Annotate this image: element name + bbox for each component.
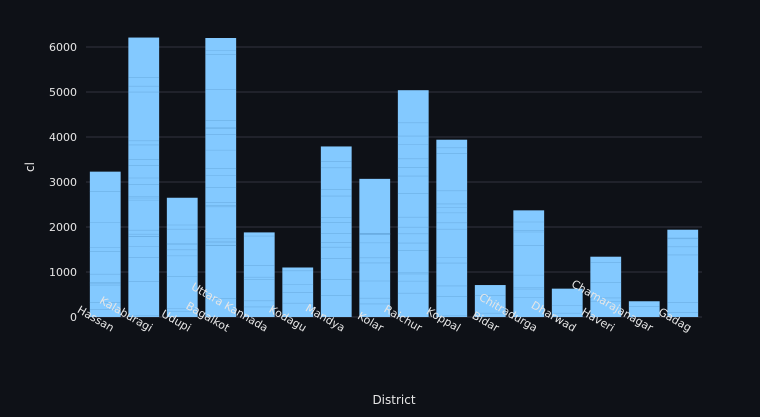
- y-tick-label: 3000: [49, 176, 77, 189]
- bar: [590, 256, 622, 317]
- bar: [282, 267, 314, 317]
- y-tick-label: 4000: [49, 131, 77, 144]
- bar: [551, 288, 583, 317]
- bar: [359, 178, 391, 317]
- bar: [166, 197, 198, 317]
- bar: [474, 285, 506, 317]
- bar: [513, 210, 545, 317]
- bars: [89, 37, 699, 318]
- x-axis-title: District: [372, 393, 415, 407]
- bar: [128, 37, 160, 318]
- y-tick-label: 1000: [49, 266, 77, 279]
- bar: [205, 38, 237, 317]
- y-tick-label: 2000: [49, 221, 77, 234]
- bar: [89, 171, 121, 317]
- y-axis-title: cl: [23, 162, 37, 172]
- bar: [243, 232, 275, 317]
- bar: [628, 301, 660, 317]
- y-tick-label: 0: [70, 311, 77, 324]
- bar: [320, 146, 352, 317]
- bar: [397, 90, 429, 317]
- y-tick-label: 5000: [49, 86, 77, 99]
- y-axis-ticks: 0 1000 2000 3000 4000 5000 6000: [49, 41, 77, 324]
- bar: [667, 229, 699, 317]
- y-tick-label: 6000: [49, 41, 77, 54]
- bar: [436, 139, 468, 317]
